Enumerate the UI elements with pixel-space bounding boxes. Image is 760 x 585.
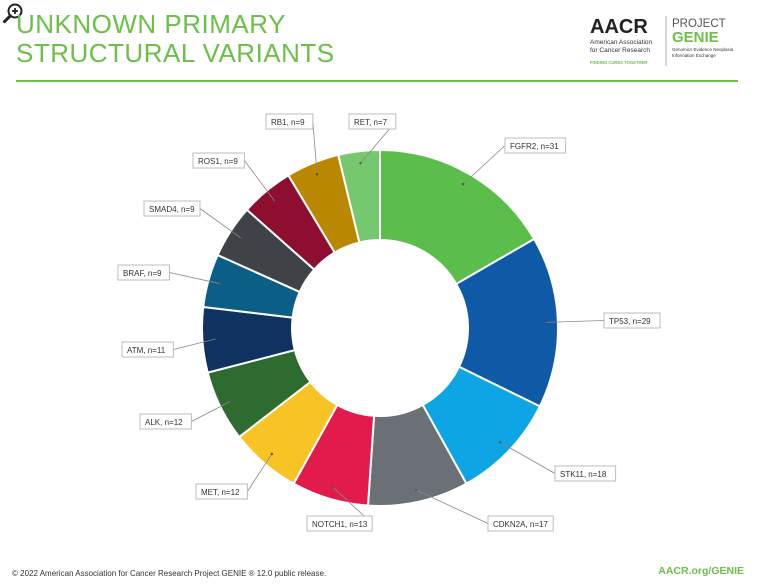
leader-line-smad4 (199, 208, 241, 239)
leader-dot-braf (218, 282, 222, 285)
aacr-tagline: FINDING CURES TOGETHER (590, 60, 647, 65)
aacr-wordmark: AACR (590, 16, 648, 38)
leader-dot-ros1 (272, 199, 276, 202)
leader-dot-alk (229, 399, 233, 403)
label-fgfr2: FGFR2, n=31 (461, 137, 567, 186)
leader-line-atm (173, 338, 215, 350)
genie-project-text: PROJECT (672, 18, 726, 30)
label-text-rb1: RB1, n=9 (271, 118, 305, 127)
leader-line-stk11 (500, 442, 556, 474)
label-text-tp53: TP53, n=29 (609, 317, 651, 326)
leader-dot-atm (213, 338, 216, 341)
label-text-met: MET, n=12 (201, 488, 240, 497)
genie-link[interactable]: AACR.org/GENIE (658, 565, 744, 577)
label-text-ret: RET, n=7 (354, 118, 388, 127)
label-text-smad4: SMAD4, n=9 (149, 205, 195, 214)
label-tp53: TP53, n=29 (544, 312, 661, 329)
label-stk11: STK11, n=18 (499, 441, 617, 482)
label-box-smad4 (143, 200, 201, 217)
header-divider (16, 80, 738, 82)
slice-ret[interactable] (337, 148, 381, 244)
label-atm: ATM, n=11 (121, 338, 216, 358)
label-text-atm: ATM, n=11 (127, 346, 166, 355)
genie-wordmark: GENIE (672, 29, 719, 46)
label-alk: ALK, n=12 (139, 399, 233, 430)
page-title-line-1: UNKNOWN PRIMARY (16, 9, 286, 39)
leader-dot-stk11 (499, 441, 502, 444)
zoom-in-icon[interactable] (2, 2, 24, 24)
label-ros1: ROS1, n=9 (192, 152, 276, 202)
leader-dot-cdkn2a (414, 488, 418, 492)
label-box-ros1 (192, 152, 245, 169)
label-cdkn2a: CDKN2A, n=17 (414, 488, 554, 532)
label-box-cdkn2a (487, 515, 554, 532)
label-box-met (195, 483, 248, 500)
leader-line-fgfr2 (462, 145, 506, 185)
label-rb1: RB1, n=9 (265, 113, 319, 176)
genie-sub-line-2: Information Exchange (672, 53, 716, 58)
leader-line-cdkn2a (415, 489, 489, 524)
page-title-line-2: STRUCTURAL VARIANTS (16, 38, 335, 68)
leader-dot-met (270, 452, 274, 456)
label-text-stk11: STK11, n=18 (560, 470, 607, 479)
page-title: UNKNOWN PRIMARY STRUCTURAL VARIANTS (16, 10, 335, 68)
donut-slices (201, 148, 559, 507)
label-box-fgfr2 (504, 137, 567, 154)
leader-dot-rb1 (315, 173, 319, 176)
leader-line-ros1 (244, 160, 275, 201)
logos: AACR American Association for Cancer Res… (590, 16, 734, 66)
copyright-text: © 2022 American Association for Cancer R… (12, 569, 327, 578)
donut-labels: FGFR2, n=31 TP53, n=29 STK11, n=18 CDKN2A, … (117, 113, 661, 532)
label-text-alk: ALK, n=12 (145, 418, 183, 427)
label-box-notch1 (306, 515, 373, 532)
leader-dot-smad4 (239, 236, 242, 240)
label-notch1: NOTCH1, n=13 (306, 486, 373, 532)
label-box-stk11 (554, 465, 617, 482)
label-text-fgfr2: FGFR2, n=31 (510, 142, 559, 151)
label-ret: RET, n=7 (348, 113, 397, 165)
genie-logo: PROJECT GENIE Genomics Evidence Neoplasi… (672, 18, 734, 58)
leader-line-alk (191, 400, 232, 422)
label-text-cdkn2a: CDKN2A, n=17 (493, 520, 548, 529)
label-box-atm (121, 341, 174, 358)
aacr-name-line-2: for Cancer Research (590, 47, 650, 54)
genie-sub-line-1: Genomics Evidence Neoplasia (672, 47, 734, 52)
label-box-rb1 (265, 113, 314, 130)
label-box-alk (139, 413, 192, 430)
leader-line-rb1 (312, 121, 318, 175)
leader-dot-fgfr2 (461, 183, 465, 186)
label-box-tp53 (603, 312, 661, 329)
label-box-ret (348, 113, 397, 130)
aacr-logo: AACR American Association for Cancer Res… (590, 16, 653, 65)
leader-line-braf (169, 272, 221, 285)
label-braf: BRAF, n=9 (117, 264, 222, 285)
label-met: MET, n=12 (195, 452, 274, 500)
label-text-ros1: ROS1, n=9 (198, 157, 238, 166)
leader-line-tp53 (545, 320, 605, 323)
slice-fgfr2[interactable] (379, 148, 536, 286)
leader-line-met (247, 453, 273, 492)
label-smad4: SMAD4, n=9 (143, 200, 242, 240)
leader-dot-ret (359, 161, 362, 165)
label-text-braf: BRAF, n=9 (123, 269, 162, 278)
aacr-name-line-1: American Association (590, 39, 653, 46)
leader-dot-tp53 (544, 321, 548, 324)
label-box-braf (117, 264, 170, 281)
label-text-notch1: NOTCH1, n=13 (312, 520, 368, 529)
leader-dot-notch1 (331, 486, 335, 489)
